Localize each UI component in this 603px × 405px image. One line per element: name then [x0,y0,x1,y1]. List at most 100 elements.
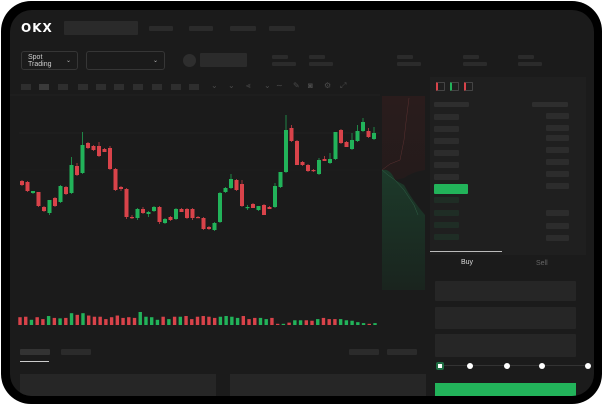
pencil-icon[interactable]: ✎ [293,81,300,90]
timeframe-button[interactable] [114,84,124,90]
filter-button[interactable] [387,349,417,355]
slider-step-25[interactable] [467,363,473,369]
indicator-dropdown-icon[interactable]: ⌄ [211,81,218,90]
fullscreen-icon[interactable]: ⤢ [340,81,347,90]
nav-item[interactable] [149,26,173,31]
ask-price [434,126,459,132]
tab-sell[interactable]: Sell [536,260,548,267]
candle-body [69,165,74,193]
timeframe-button[interactable] [96,84,106,90]
candle [69,157,74,194]
volume-bar [241,316,246,325]
amount-slider-track[interactable] [442,365,590,366]
filter-button[interactable] [349,349,379,355]
volume-bar [87,315,91,325]
slider-step-75[interactable] [539,363,545,369]
nav-item[interactable] [230,26,256,31]
candle-body [119,187,123,189]
stat-value [397,62,421,66]
timeframe-button[interactable] [78,84,88,90]
buy-button[interactable] [435,383,576,396]
candle [179,208,184,212]
order-amount [546,113,569,119]
candle-body [75,166,79,175]
candle [311,169,316,172]
slider-step-100[interactable] [585,363,591,369]
stat-value [463,62,487,66]
nav-item[interactable] [189,26,213,31]
timeframe-button-active[interactable] [39,84,49,90]
order-amount [546,235,569,241]
spot-trading-select[interactable]: Spot Trading ⌄ [21,51,78,70]
order-book-both-icon[interactable] [436,82,445,91]
stat-label [309,55,325,59]
search-bar[interactable] [64,21,138,35]
slider-step-50[interactable] [504,363,510,369]
volume-bar [184,316,188,325]
price-input[interactable] [435,281,576,301]
candle [146,211,151,217]
candle-body [306,165,310,171]
nav-item[interactable] [269,26,295,31]
tab-order-history[interactable] [61,349,91,355]
candle-body [361,122,365,131]
candle [361,118,365,132]
volume-bar [338,319,343,325]
chevron-down-icon[interactable]: ⌄ [228,81,235,90]
total-input[interactable] [435,334,576,357]
line-tool-icon[interactable]: ∼ [276,81,283,90]
volume-bar [287,322,291,325]
candle-body [273,186,277,207]
volume-bar [18,317,22,325]
candle-body [350,140,354,149]
volume-bar [321,317,326,325]
candle-body [168,217,173,220]
chevron-down-icon[interactable]: ⌄ [264,81,271,90]
tab-buy[interactable]: Buy [461,259,474,266]
chart-type-icon[interactable]: ⫷ [246,81,251,90]
timeframe-button[interactable] [152,84,162,90]
timeframe-button[interactable] [21,84,31,90]
candle [152,206,156,212]
camera-icon[interactable]: ◙ [308,81,313,90]
candle-body [135,209,140,218]
volume-bar [127,317,131,325]
candle-body [322,159,327,161]
depth-bids-line [381,169,419,216]
bid-price [434,234,459,240]
order-book-asks-icon[interactable] [464,82,473,91]
candle-body [289,128,294,141]
settings-icon[interactable]: ⚙ [324,81,332,90]
volume-bar [190,319,194,325]
candle [168,216,173,221]
timeframe-button[interactable] [58,84,68,90]
order-book-header-amount [532,102,568,107]
timeframe-button[interactable] [189,84,199,90]
timeframe-button[interactable] [171,84,181,90]
volume-bar [46,316,51,325]
candle [157,206,162,224]
candle-body [124,189,129,217]
candle-body [284,130,288,172]
candle [339,129,343,144]
candle [75,163,79,176]
order-book-bids-icon[interactable] [450,82,459,91]
candle [328,153,332,164]
volume-bar [258,317,263,325]
candle [25,181,30,192]
volume-bar [41,319,45,325]
volume-bar [115,315,120,325]
volume-bar [52,317,57,325]
volume-bar [281,323,286,325]
amount-input[interactable] [435,307,576,329]
timeframe-button[interactable] [133,84,143,90]
tab-open-orders[interactable] [20,349,50,355]
depth-bids-area [382,169,425,290]
volume-bar [64,317,68,325]
slider-handle[interactable] [436,362,444,370]
volume-bar [121,317,125,325]
order-amount [546,171,569,177]
pair-select[interactable]: ⌄ [86,51,165,70]
candle [53,197,57,207]
